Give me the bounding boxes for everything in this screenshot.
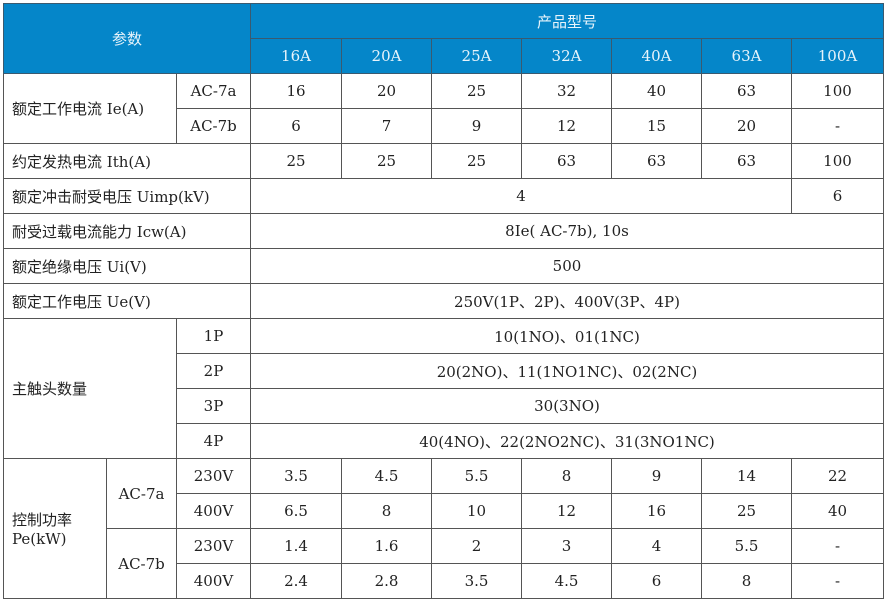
ie-b-label: AC-7b	[176, 108, 251, 144]
size-header: 16A	[250, 38, 342, 74]
value-cell: 25	[250, 143, 342, 179]
value-cell: 2.8	[341, 563, 432, 599]
value-cell: 25	[431, 143, 522, 179]
value-cell: 25	[341, 143, 432, 179]
icw-label: 耐受过载电流能力 Icw(A)	[3, 213, 251, 249]
value-cell: 25	[431, 73, 522, 109]
value-cell: 3	[521, 528, 612, 564]
model-header: 产品型号	[250, 3, 884, 39]
value-cell: 2.4	[250, 563, 342, 599]
ie-label: 额定工作电流 Ie(A)	[3, 73, 177, 144]
voltage-230: 230V	[176, 528, 251, 564]
uimp-label: 额定冲击耐受电压 Uimp(kV)	[3, 178, 251, 214]
pole-1p: 1P	[176, 318, 251, 354]
ie-a-label: AC-7a	[176, 73, 251, 109]
spec-table: 参数 产品型号 16A 20A 25A 32A 40A 63A 100A 额定工作电流 Ie(…	[3, 3, 884, 599]
value-cell: -	[791, 563, 884, 599]
value-cell: 5.5	[431, 458, 522, 494]
ue-label: 额定工作电压 Ue(V)	[3, 283, 251, 319]
value-cell: 5.5	[701, 528, 792, 564]
contacts-4p: 40(4NO)、22(2NO2NC)、31(3NO1NC)	[250, 423, 884, 459]
value-cell: 8	[521, 458, 612, 494]
value-cell: 63	[701, 143, 792, 179]
value-cell: 40	[611, 73, 702, 109]
value-cell: 4.5	[341, 458, 432, 494]
pe-label-line2: Pe(kW)	[12, 530, 67, 548]
pole-2p: 2P	[176, 353, 251, 389]
contacts-3p: 30(3NO)	[250, 388, 884, 424]
size-header: 63A	[701, 38, 792, 74]
value-cell: 63	[611, 143, 702, 179]
value-cell: 12	[521, 493, 612, 529]
value-cell: 32	[521, 73, 612, 109]
size-header: 100A	[791, 38, 884, 74]
icw-value: 8Ie( AC-7b), 10s	[250, 213, 884, 249]
value-cell: 9	[611, 458, 702, 494]
value-cell: 4.5	[521, 563, 612, 599]
value-cell: 16	[611, 493, 702, 529]
value-cell: 100	[791, 143, 884, 179]
value-cell: 6	[611, 563, 702, 599]
value-cell: 1.6	[341, 528, 432, 564]
pe-label-line1: 控制功率	[12, 511, 73, 529]
uimp-value: 4	[250, 178, 792, 214]
value-cell: 22	[791, 458, 884, 494]
contacts-1p: 10(1NO)、01(1NC)	[250, 318, 884, 354]
value-cell: 6.5	[250, 493, 342, 529]
ue-value: 250V(1P、2P)、400V(3P、4P)	[250, 283, 884, 319]
value-cell: 3.5	[431, 563, 522, 599]
ui-label: 额定绝缘电压 Ui(V)	[3, 248, 251, 284]
contacts-2p: 20(2NO)、11(1NO1NC)、02(2NC)	[250, 353, 884, 389]
pole-3p: 3P	[176, 388, 251, 424]
ui-value: 500	[250, 248, 884, 284]
voltage-400: 400V	[176, 563, 251, 599]
value-cell: 63	[521, 143, 612, 179]
ith-label: 约定发热电流 Ith(A)	[3, 143, 251, 179]
value-cell: 40	[791, 493, 884, 529]
header-row-1: 参数 产品型号	[3, 3, 884, 74]
value-cell: 1.4	[250, 528, 342, 564]
value-cell: 9	[431, 108, 522, 144]
value-cell: 16	[250, 73, 342, 109]
value-cell: 25	[701, 493, 792, 529]
value-cell: 20	[701, 108, 792, 144]
pe-a-label: AC-7a	[106, 458, 177, 529]
value-cell: 14	[701, 458, 792, 494]
size-header: 40A	[611, 38, 702, 74]
pe-b-label: AC-7b	[106, 528, 177, 599]
size-header: 32A	[521, 38, 612, 74]
value-cell: 15	[611, 108, 702, 144]
contacts-label: 主触头数量	[3, 318, 177, 459]
uimp-value-100a: 6	[791, 178, 884, 214]
value-cell: -	[791, 528, 884, 564]
value-cell: 10	[431, 493, 522, 529]
value-cell: -	[791, 108, 884, 144]
param-header: 参数	[3, 3, 251, 74]
pe-label: 控制功率 Pe(kW)	[3, 458, 107, 599]
size-header: 25A	[431, 38, 522, 74]
pole-4p: 4P	[176, 423, 251, 459]
voltage-230: 230V	[176, 458, 251, 494]
value-cell: 6	[250, 108, 342, 144]
value-cell: 100	[791, 73, 884, 109]
value-cell: 2	[431, 528, 522, 564]
value-cell: 3.5	[250, 458, 342, 494]
value-cell: 7	[341, 108, 432, 144]
value-cell: 20	[341, 73, 432, 109]
value-cell: 8	[341, 493, 432, 529]
voltage-400: 400V	[176, 493, 251, 529]
header-row-2: 16A 20A 25A 32A 40A 63A 100A	[4, 38, 884, 74]
value-cell: 8	[701, 563, 792, 599]
value-cell: 4	[611, 528, 702, 564]
value-cell: 12	[521, 108, 612, 144]
size-header: 20A	[341, 38, 432, 74]
value-cell: 63	[701, 73, 792, 109]
